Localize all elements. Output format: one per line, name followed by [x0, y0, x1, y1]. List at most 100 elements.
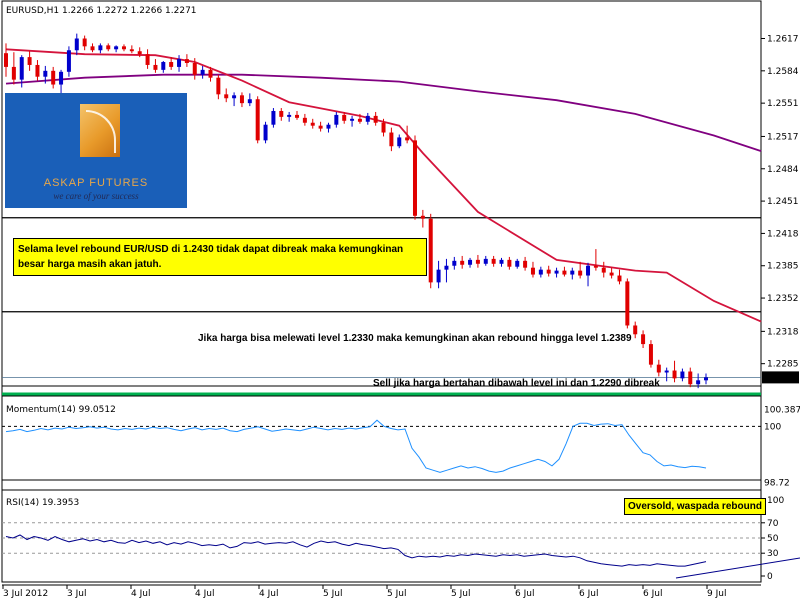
candle-body: [74, 38, 79, 51]
rsi-tick-label: 100: [767, 496, 784, 506]
candle: [318, 121, 323, 132]
candle: [680, 368, 685, 382]
candle-body: [216, 77, 221, 95]
candle: [27, 51, 32, 71]
candle-body: [145, 54, 150, 65]
price-panel-frame: [1, 0, 762, 397]
candle: [381, 118, 386, 137]
rsi-panel-frame: [1, 479, 762, 583]
time-tick-label: 4 Jul: [259, 589, 278, 599]
candle-body: [263, 124, 268, 141]
candle: [412, 135, 417, 220]
candle: [468, 257, 473, 268]
time-tick-label: 3 Jul 2012: [3, 589, 48, 599]
candle-body: [452, 260, 457, 266]
time-tick-label: 9 Jul: [707, 589, 726, 599]
candle: [66, 46, 71, 77]
candle-body: [184, 59, 189, 63]
candle: [43, 65, 48, 84]
candle: [169, 57, 174, 70]
candle-body: [334, 114, 339, 125]
candle-body: [696, 380, 701, 385]
time-tick-label: 6 Jul: [515, 589, 534, 599]
price-tick-label: 1.2451: [767, 197, 799, 207]
candle-body: [208, 69, 213, 78]
rsi-line: [5, 534, 707, 567]
candle-body: [239, 95, 244, 104]
candle-body: [530, 267, 535, 275]
candle-body: [633, 325, 638, 335]
candle: [452, 256, 457, 270]
candle: [350, 115, 355, 127]
candle: [145, 49, 150, 69]
candle-body: [200, 69, 205, 75]
candle: [420, 209, 425, 228]
candle: [247, 93, 252, 107]
candle: [287, 111, 292, 122]
candle-body: [4, 53, 8, 67]
rsi-tick-label: 50: [767, 534, 779, 544]
candle: [562, 266, 567, 277]
candle: [342, 111, 347, 124]
momentum-line: [5, 419, 707, 473]
time-tick-label: 6 Jul: [643, 589, 662, 599]
candle-body: [444, 265, 449, 270]
time-tick-label: 5 Jul: [387, 589, 406, 599]
momentum-tick-label: 98.72: [764, 479, 790, 489]
horizontal-levels: [2, 217, 761, 396]
candle-body: [35, 64, 40, 77]
price-candles: [4, 33, 708, 389]
candle-body: [554, 270, 559, 274]
candle-body: [381, 122, 386, 133]
candle-body: [523, 260, 528, 268]
moving-average-fast: [5, 48, 762, 323]
candle-body: [412, 140, 417, 216]
candle: [4, 43, 8, 77]
candle-body: [373, 115, 378, 123]
candle-body: [405, 137, 410, 141]
candle: [696, 373, 701, 389]
price-tick-label: 1.2385: [767, 262, 799, 272]
candle-body: [129, 49, 134, 52]
candle-body: [326, 124, 331, 129]
note-rebound-1243: Selama level rebound EUR/USD di 1.2430 t…: [13, 238, 427, 276]
candle-body: [562, 270, 567, 275]
candle-body: [161, 62, 166, 70]
candle: [326, 122, 331, 133]
candle: [279, 108, 284, 121]
candle: [507, 256, 512, 270]
candle-body: [436, 269, 441, 283]
candle-body: [586, 265, 591, 276]
momentum-tick-label: 100.3874: [764, 406, 800, 416]
candle-body: [625, 281, 630, 326]
candle-body: [468, 259, 473, 265]
price-tick-label: 1.2318: [767, 327, 799, 337]
candle-body: [648, 344, 653, 365]
candle-body: [672, 370, 677, 379]
candle-body: [578, 270, 583, 276]
candle: [704, 373, 708, 385]
candle: [523, 256, 528, 271]
candle: [177, 55, 182, 72]
candle: [475, 254, 480, 268]
candle-body: [287, 114, 292, 117]
price-tick-label: 1.2584: [767, 67, 799, 77]
note-rebound-1233: Jika harga bisa melewati level 1.2330 ma…: [198, 333, 632, 344]
candle-body: [153, 64, 158, 70]
candle-body: [365, 115, 370, 122]
candle: [19, 55, 24, 88]
candle: [239, 92, 244, 108]
time-tick-label: 5 Jul: [451, 589, 470, 599]
momentum-panel-title: Momentum(14) 99.0512: [6, 405, 116, 415]
candle-body: [271, 110, 276, 125]
candle-body: [570, 270, 575, 275]
candle: [51, 66, 56, 89]
candle-body: [538, 269, 543, 275]
candle: [255, 96, 260, 144]
candle-body: [232, 95, 237, 99]
candle: [656, 359, 661, 377]
chart-frame: [1, 0, 762, 586]
price-panel-title: EURUSD,H1 1.2266 1.2272 1.2266 1.2271: [6, 6, 197, 16]
candle-body: [137, 51, 142, 55]
candle-body: [507, 259, 512, 267]
